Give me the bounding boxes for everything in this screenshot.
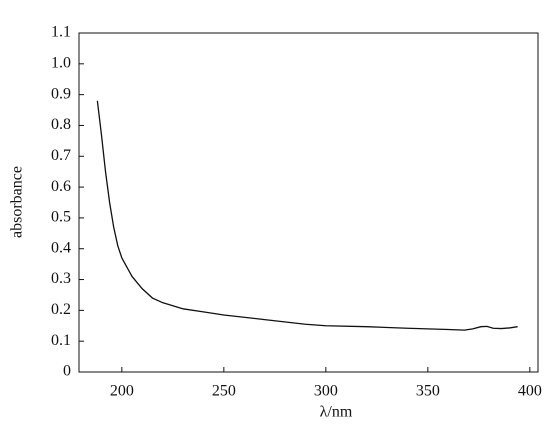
y-tick-label: 1.0 — [51, 54, 71, 71]
y-tick-label: 0.6 — [51, 178, 71, 195]
y-tick-label: 0.7 — [51, 147, 71, 164]
y-tick-label: 0.4 — [51, 239, 71, 256]
y-tick-label: 0.2 — [51, 301, 71, 318]
y-tick-label: 0.1 — [51, 332, 71, 349]
plot-frame — [78, 32, 539, 373]
x-tick-label: 250 — [212, 383, 236, 400]
y-tick-label: 1.1 — [51, 24, 71, 41]
x-tick-label: 400 — [518, 383, 542, 400]
y-tick-label: 0.8 — [51, 116, 71, 133]
x-axis-label: λ/nm — [320, 404, 353, 421]
x-tick-label: 300 — [314, 383, 338, 400]
x-tick-label: 200 — [110, 383, 134, 400]
data-line — [96, 100, 518, 331]
y-axis-label: absorbance — [9, 166, 26, 238]
y-tick-label: 0.3 — [51, 270, 71, 287]
x-tick-label: 350 — [416, 383, 440, 400]
y-tick-label: 0.5 — [51, 209, 71, 226]
y-tick-label: 0 — [63, 363, 71, 380]
y-tick-label: 0.9 — [51, 85, 71, 102]
